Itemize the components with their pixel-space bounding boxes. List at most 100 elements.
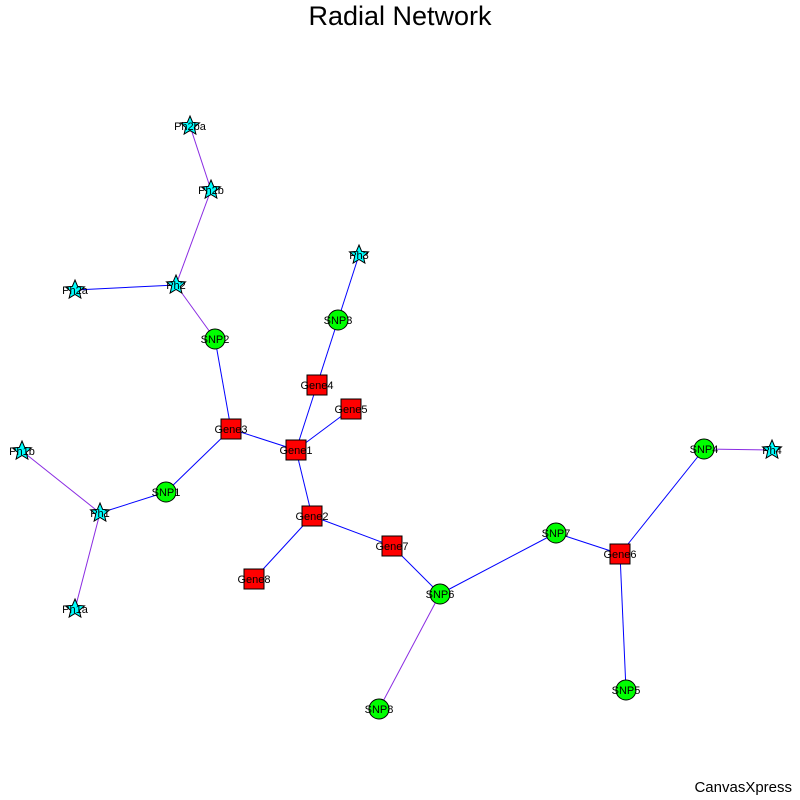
square-icon [301, 505, 323, 527]
chart-title: Radial Network [308, 1, 492, 31]
node-ph2[interactable]: Ph2 [165, 273, 187, 295]
node-label: SNP1 [152, 487, 181, 499]
edge-gene2-gene7 [311, 515, 393, 547]
node-ph1a[interactable]: Ph1a [62, 597, 89, 619]
node-ph1b[interactable]: Ph1b [9, 439, 35, 461]
edge-snp3-ph3 [337, 254, 360, 321]
node-label: Gene2 [295, 511, 328, 523]
node-label: Gene1 [279, 445, 312, 457]
node-label: Gene8 [237, 574, 270, 586]
star-icon [348, 243, 370, 265]
node-label: Ph2 [166, 280, 186, 292]
square-icon [220, 418, 242, 440]
circle-icon [693, 438, 715, 460]
edge-snp4-ph4 [703, 448, 773, 451]
circle-icon [327, 309, 349, 331]
node-snp1[interactable]: SNP1 [152, 481, 181, 503]
edge-ph2b-ph2ba [189, 125, 212, 191]
node-ph2a[interactable]: Ph2a [62, 278, 89, 300]
edge-ph1-ph1b [21, 450, 101, 514]
node-snp8[interactable]: SNP8 [365, 698, 394, 720]
edge-ph2-ph2b [175, 189, 212, 286]
node-ph3[interactable]: Ph3 [348, 243, 370, 265]
square-icon [243, 568, 265, 590]
edges-layer [21, 125, 773, 710]
node-label: Gene3 [214, 424, 247, 436]
node-label: Ph2a [62, 285, 89, 297]
node-label: SNP5 [612, 685, 641, 697]
node-label: SNP7 [542, 528, 571, 540]
square-icon [285, 439, 307, 461]
node-label: Gene4 [300, 380, 333, 392]
node-snp5[interactable]: SNP5 [612, 679, 641, 701]
square-icon [381, 535, 403, 557]
star-icon [64, 597, 86, 619]
node-label: Ph3 [349, 250, 369, 262]
edge-gene6-snp4 [619, 448, 705, 555]
circle-icon [429, 583, 451, 605]
node-gene6[interactable]: Gene6 [603, 543, 637, 565]
node-ph4[interactable]: Ph4 [761, 438, 783, 460]
node-label: Ph1 [90, 508, 110, 520]
node-label: SNP2 [201, 334, 230, 346]
node-snp4[interactable]: SNP4 [690, 438, 719, 460]
square-icon [340, 398, 362, 420]
watermark: CanvasXpress [694, 779, 792, 796]
star-icon [64, 278, 86, 300]
edge-snp6-snp7 [439, 532, 557, 595]
edge-gene6-snp5 [619, 553, 627, 691]
edge-gene1-gene4 [295, 384, 318, 451]
star-icon [11, 439, 33, 461]
edge-gene3-snp1 [165, 428, 232, 493]
node-label: Ph4 [762, 445, 782, 457]
square-icon [306, 374, 328, 396]
edge-snp1-ph1 [99, 491, 167, 514]
node-label: SNP8 [365, 704, 394, 716]
circle-icon [615, 679, 637, 701]
circle-icon [368, 698, 390, 720]
node-gene4[interactable]: Gene4 [300, 374, 334, 396]
star-icon [761, 438, 783, 460]
node-gene5[interactable]: Gene5 [334, 398, 368, 420]
node-label: SNP4 [690, 444, 719, 456]
node-snp2[interactable]: SNP2 [201, 328, 230, 350]
node-gene1[interactable]: Gene1 [279, 439, 313, 461]
node-label: Ph2b [198, 185, 224, 197]
node-snp7[interactable]: SNP7 [542, 522, 571, 544]
edge-snp6-snp8 [378, 593, 441, 710]
edge-gene3-snp2 [214, 338, 232, 430]
edge-gene1-gene3 [230, 428, 297, 451]
node-label: Ph1b [9, 446, 35, 458]
edge-gene4-snp3 [316, 319, 339, 386]
square-icon [609, 543, 631, 565]
node-ph1[interactable]: Ph1 [89, 501, 111, 523]
node-label: Gene6 [603, 549, 636, 561]
node-label: Ph2ba [174, 121, 207, 133]
star-icon [89, 501, 111, 523]
node-snp3[interactable]: SNP3 [324, 309, 353, 331]
node-gene7[interactable]: Gene7 [375, 535, 409, 557]
edge-ph2-ph2a [74, 284, 177, 291]
node-gene8[interactable]: Gene8 [237, 568, 271, 590]
node-ph2ba[interactable]: Ph2ba [174, 114, 207, 136]
edge-gene1-gene2 [295, 449, 313, 517]
circle-icon [155, 481, 177, 503]
node-gene2[interactable]: Gene2 [295, 505, 329, 527]
node-snp6[interactable]: SNP6 [426, 583, 455, 605]
star-icon [179, 114, 201, 136]
node-label: SNP6 [426, 589, 455, 601]
node-label: Gene7 [375, 541, 408, 553]
node-label: Ph1a [62, 604, 89, 616]
edge-snp7-gene6 [555, 532, 621, 555]
node-ph2b[interactable]: Ph2b [198, 178, 224, 200]
node-label: SNP3 [324, 315, 353, 327]
edge-ph1-ph1a [74, 512, 101, 610]
circle-icon [545, 522, 567, 544]
circle-icon [204, 328, 226, 350]
node-gene3[interactable]: Gene3 [214, 418, 248, 440]
star-icon [200, 178, 222, 200]
star-icon [165, 273, 187, 295]
